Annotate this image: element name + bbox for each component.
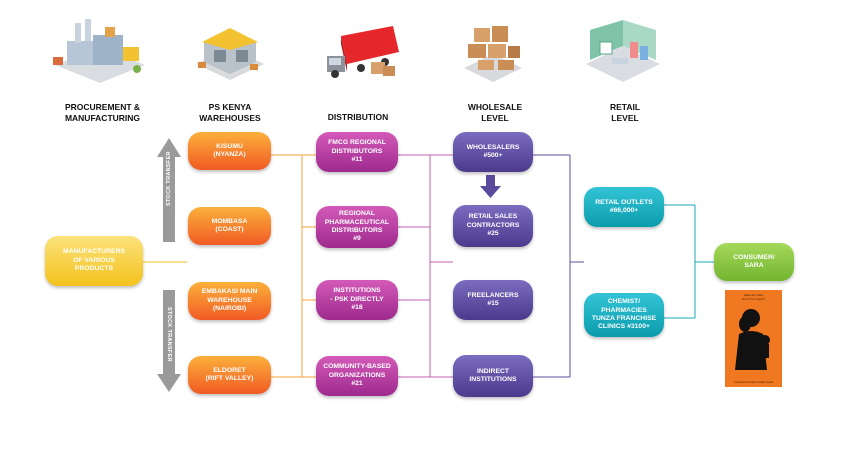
retail-connectors <box>664 204 714 319</box>
warehouse-connectors <box>271 154 316 378</box>
header-retail: RETAIL LEVEL <box>609 102 641 123</box>
warehouse-icon <box>196 28 264 80</box>
consumer-sara: CONSUMER/ SARA <box>714 243 794 281</box>
wholesale-connectors <box>533 154 584 378</box>
wholesale-freelancers: FREELANCERS #15 <box>453 280 533 320</box>
distribution-community: COMMUNITY-BASED ORGANIZATIONS #21 <box>316 356 398 396</box>
sara-silhouette-icon <box>735 309 770 370</box>
wholesale-indirect-institutions: INDIRECT INSTITUTIONS <box>453 355 533 397</box>
header-wholesale: WHOLESALE LEVEL <box>467 102 523 123</box>
shop-icon <box>586 20 660 82</box>
retail-chemist-pharmacies: CHEMIST/ PHARMACIES TUNZA FRANCHISE CLIN… <box>584 293 664 337</box>
distribution-pharmaceutical: REGIONAL PHARMACEUTICAL DISTRIBUTORS #9 <box>316 206 398 248</box>
distribution-connectors <box>398 154 453 378</box>
stock-transfer-label-top: STOCK TRANSFER <box>166 151 172 206</box>
warehouse-kisumu: KISUMU (NYANZA) <box>188 132 271 170</box>
header-procurement: PROCUREMENT & MANUFACTURING <box>64 102 141 123</box>
manufacturers-node: MANUFACTURERS OF VARIOUS PRODUCTS <box>45 236 143 286</box>
wholesale-retail-sales-contractors: RETAIL SALES CONTRACTORS #25 <box>453 205 533 247</box>
warehouse-mombasa: MOMBASA (COAST) <box>188 207 271 245</box>
header-distribution: DISTRIBUTION <box>327 112 389 122</box>
stock-transfer-arrow-up <box>157 138 181 242</box>
distribution-fmcg: FMCG REGIONAL DISTRIBUTORS #11 <box>316 132 398 172</box>
factory-icon <box>53 19 145 83</box>
warehouse-eldoret: ELDORET (RIFT VALLEY) <box>188 356 271 394</box>
book-top-text: Hallo Are Sara Don't You Know? <box>742 293 765 301</box>
stock-transfer-arrow-down <box>157 290 181 392</box>
wholesale-wholesalers: WHOLESALERS #500+ <box>453 132 533 172</box>
warehouse-embakasi: EMBAKASI MAIN WAREHOUSE (NAIROBI) <box>188 282 271 320</box>
truck-icon <box>327 26 399 78</box>
stock-transfer-label-bottom: STOCK TRANSFER <box>166 307 172 362</box>
retail-outlets: RETAIL OUTLETS #66,000+ <box>584 187 664 227</box>
book-bottom-text: Connected to Sara's health needs <box>734 381 773 384</box>
down-arrow-icon <box>480 175 501 198</box>
distribution-institutions: INSTITUTIONS - PSK DIRECTLY #18 <box>316 280 398 320</box>
header-warehouses: PS KENYA WAREHOUSES <box>199 102 261 123</box>
sara-book-cover: Hallo Are Sara Don't You Know? Connected… <box>725 290 782 387</box>
boxes-icon <box>464 26 522 82</box>
